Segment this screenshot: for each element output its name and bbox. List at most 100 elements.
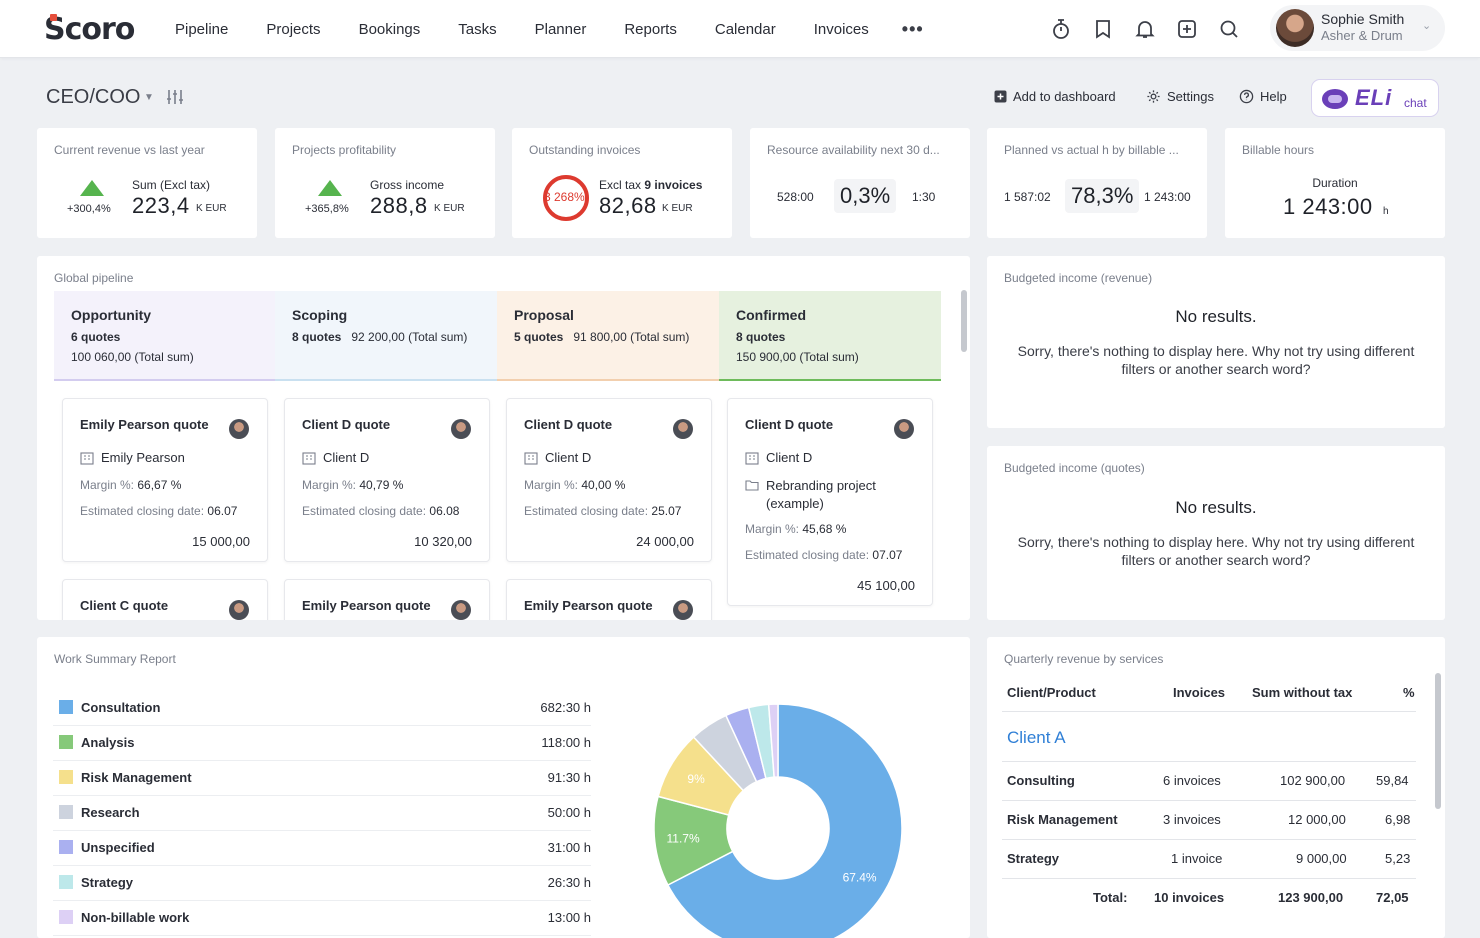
margin-label: Margin %: [80, 478, 135, 492]
divider [1002, 839, 1416, 840]
eli-chat-button[interactable]: ELi chat [1311, 79, 1439, 117]
help-button[interactable]: Help [1239, 89, 1287, 104]
legend-row[interactable]: Research 50:00 h [53, 796, 591, 831]
quote-project: Rebranding project (example) [745, 477, 915, 513]
search-icon[interactable] [1208, 14, 1250, 44]
quote-card[interactable]: Client C quote [62, 579, 268, 620]
stage-scoping[interactable]: Scoping 8 quotes 92 200,00 (Total sum) [275, 291, 497, 381]
section-title: Budgeted income (revenue) [1004, 271, 1153, 285]
donut-slice-non-billable-work[interactable] [767, 703, 779, 778]
kpi-card-resource-availability[interactable]: Resource availability next 30 d... 528:0… [750, 128, 970, 238]
legend-label: Consultation [81, 700, 161, 715]
quote-client: Emily Pearson [80, 450, 185, 465]
pipeline-scrollbar[interactable] [961, 290, 967, 352]
kpi-card-revenue[interactable]: Current revenue vs last year +300,4% Sum… [37, 128, 257, 238]
budgeted-income-revenue-widget: Budgeted income (revenue) No results. So… [987, 256, 1445, 428]
quote-card[interactable]: Client D quote Client D Margin %: 40,00 … [506, 398, 712, 562]
scoro-logo[interactable]: Scoro [44, 12, 135, 47]
bell-icon[interactable] [1124, 14, 1166, 44]
building-icon [302, 452, 316, 465]
sum-value: 102 900,00 [1280, 773, 1346, 788]
settings-label: Settings [1167, 89, 1214, 104]
quote-card[interactable]: Emily Pearson quote [506, 579, 712, 620]
legend-row[interactable]: Risk Management 91:30 h [53, 761, 591, 796]
table-scrollbar[interactable] [1435, 673, 1441, 809]
nav-planner[interactable]: Planner [534, 20, 587, 38]
work-summary-widget: Work Summary Report Consultation 682:30 h… [37, 637, 970, 938]
quote-card[interactable]: Emily Pearson quote [284, 579, 490, 620]
total-invoices: 10 invoices [1154, 890, 1225, 905]
user-org: Asher & Drum [1321, 28, 1403, 43]
kpi-change: +365,8% [305, 203, 349, 215]
stage-confirmed[interactable]: Confirmed 8 quotes 150 900,00 (Total sum… [719, 291, 941, 381]
nav-tasks[interactable]: Tasks [458, 20, 497, 38]
stage-quotes: 6 quotes [71, 330, 121, 344]
nav-invoices[interactable]: Invoices [813, 20, 869, 38]
stage-quotes: 8 quotes [736, 330, 786, 344]
client-link[interactable]: Client A [1007, 728, 1066, 747]
add-square-icon[interactable] [1166, 14, 1208, 44]
col-percent[interactable]: % [1403, 685, 1415, 700]
caret-down-icon[interactable]: ▼ [144, 92, 154, 103]
margin-value: 66,67 % [137, 478, 182, 492]
quote-card[interactable]: Client D quote Client D Margin %: 40,79 … [284, 398, 490, 562]
kpi-card-planned-vs-actual[interactable]: Planned vs actual h by billable ... 1 58… [987, 128, 1207, 238]
col-sum-without-tax[interactable]: Sum without tax [1252, 685, 1353, 700]
add-to-dashboard-button[interactable]: Add to dashboard [994, 89, 1116, 104]
ring-label: 3 268% [544, 190, 585, 204]
dashboard-title[interactable]: CEO/COO [46, 86, 141, 108]
settings-button[interactable]: Settings [1146, 89, 1214, 104]
owner-avatar [451, 600, 471, 620]
stage-name: Scoping [292, 307, 348, 323]
quote-client: Client D [524, 450, 591, 465]
quote-closing-date: Estimated closing date: 06.08 [302, 504, 459, 518]
stage-proposal[interactable]: Proposal 5 quotes 91 800,00 (Total sum) [497, 291, 719, 381]
quote-client: Client D [302, 450, 369, 465]
nav-projects[interactable]: Projects [266, 20, 321, 38]
kpi-title: Current revenue vs last year [54, 143, 205, 157]
more-menu-icon[interactable]: ••• [901, 18, 924, 39]
quote-card[interactable]: Emily Pearson quote Emily Pearson Margin… [62, 398, 268, 562]
kpi-card-profitability[interactable]: Projects profitability +365,8% Gross inc… [275, 128, 495, 238]
margin-value: 45,68 % [802, 522, 847, 536]
kpi-card-outstanding-invoices[interactable]: Outstanding invoices 3 268% Excl tax 9 i… [512, 128, 732, 238]
legend-row[interactable]: Non-billable work 13:00 h [53, 901, 591, 936]
legend-row[interactable]: Consultation 682:30 h [53, 691, 591, 726]
product-name: Risk Management [1007, 812, 1118, 827]
trend-up-icon [318, 180, 342, 196]
section-title: Global pipeline [54, 271, 134, 285]
legend-row[interactable]: Strategy 26:30 h [53, 866, 591, 901]
stage-opportunity[interactable]: Opportunity 6 quotes 100 060,00 (Total s… [54, 291, 275, 381]
legend-row[interactable]: Unspecified 31:00 h [53, 831, 591, 866]
quote-card[interactable]: Client D quote Client D Rebranding proje… [727, 398, 933, 606]
kpi-unit: h [1383, 206, 1389, 217]
closing-value: 25.07 [651, 504, 682, 518]
quote-margin: Margin %: 66,67 % [80, 478, 181, 492]
user-menu[interactable]: Sophie Smith Asher & Drum ⌄ [1270, 5, 1445, 51]
legend-swatch [59, 840, 73, 854]
sliders-icon[interactable] [166, 88, 184, 109]
col-client-product[interactable]: Client/Product [1007, 685, 1096, 700]
gear-icon [1147, 90, 1160, 103]
stage-name: Proposal [514, 307, 574, 323]
section-title: Budgeted income (quotes) [1004, 461, 1145, 475]
invoices-count[interactable]: 3 invoices [1163, 812, 1221, 827]
kpi-value: 288,8 [370, 193, 428, 218]
bookmark-icon[interactable] [1082, 14, 1124, 44]
kpi-card-billable-hours[interactable]: Billable hours Duration 1 243:00 h [1225, 128, 1445, 238]
timer-icon[interactable] [1040, 14, 1082, 44]
nav-pipeline[interactable]: Pipeline [175, 20, 229, 38]
nav-bookings[interactable]: Bookings [358, 20, 421, 38]
nav-calendar[interactable]: Calendar [714, 20, 776, 38]
nav-reports[interactable]: Reports [624, 20, 677, 38]
invoices-count[interactable]: 6 invoices [1163, 773, 1221, 788]
legend-row[interactable]: Analysis 118:00 h [53, 726, 591, 761]
eli-chat-label: chat [1404, 96, 1427, 110]
divider [1002, 761, 1416, 762]
help-icon [1239, 89, 1254, 104]
donut-slice-consultation[interactable] [666, 703, 903, 938]
col-invoices[interactable]: Invoices [1173, 685, 1226, 700]
stage-quotes: 8 quotes [292, 330, 342, 344]
invoices-count[interactable]: 1 invoice [1171, 851, 1223, 866]
kpi-title: Projects profitability [292, 143, 397, 157]
